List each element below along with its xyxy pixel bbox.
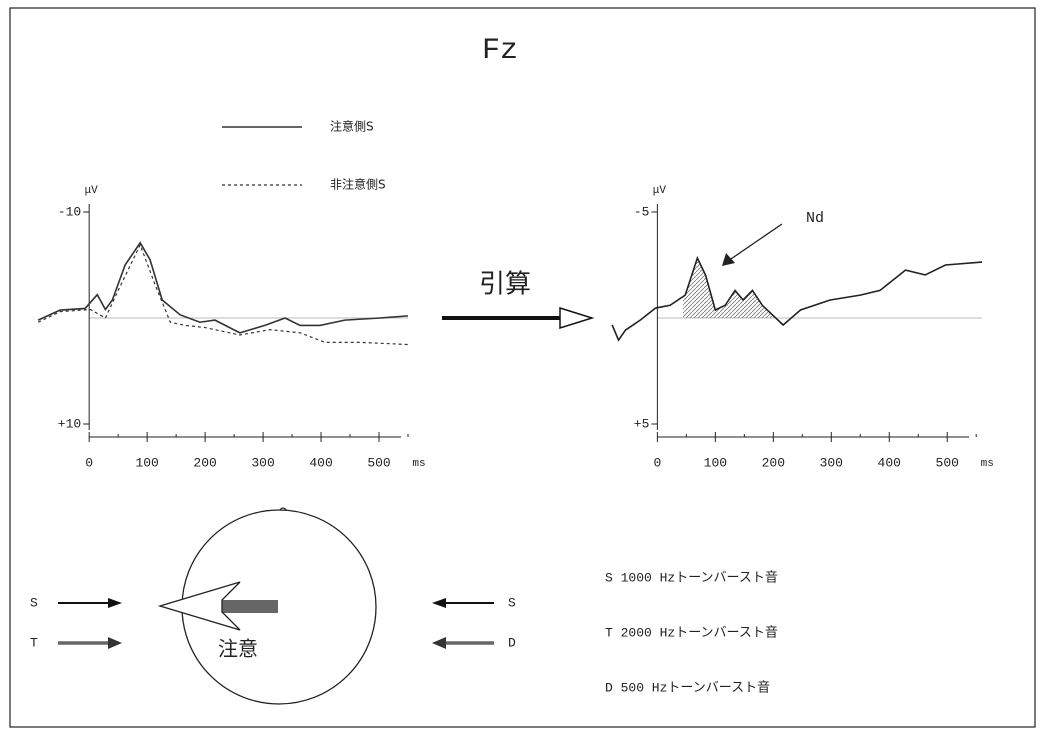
- legend-label: 注意側S: [330, 119, 374, 134]
- input-arrow-head: [108, 637, 122, 649]
- y-axis-label: μV: [653, 185, 667, 197]
- annotation: Nd: [806, 210, 824, 227]
- line: [38, 245, 408, 345]
- x-tick-label: 200: [762, 455, 785, 470]
- x-tick-label: 100: [704, 455, 727, 470]
- input-arrow-head: [432, 598, 446, 608]
- right-label: D: [508, 635, 516, 650]
- x-tick-label: 400: [309, 455, 332, 470]
- x-axis-label: ms: [412, 458, 425, 470]
- line: [38, 243, 408, 333]
- x-axis-label: ms: [981, 458, 994, 470]
- attention-bar: [218, 600, 278, 613]
- x-tick-label: 400: [878, 455, 901, 470]
- x-tick-label: 100: [135, 455, 158, 470]
- figure-title: Fz: [482, 34, 518, 68]
- annotation-arrow: [728, 224, 782, 261]
- annotation-arrow-head: [722, 253, 735, 266]
- x-tick-label: 0: [653, 455, 661, 470]
- y-tick-label: +10: [58, 416, 81, 431]
- legend-label: 非注意側S: [330, 177, 386, 192]
- y-tick-label: -5: [634, 204, 650, 219]
- stimulus-key: S 1000 Hzトーンバースト音: [605, 569, 778, 585]
- input-arrow-head: [108, 598, 122, 608]
- frame: [10, 8, 1035, 727]
- figure: Fz 引算 注意 S T S D S 1000 Hzトーンバースト音 T 200…: [0, 0, 1046, 735]
- left-label: T: [30, 635, 38, 650]
- y-tick-label: +5: [634, 416, 650, 431]
- stimulus-key: D 500 Hzトーンバースト音: [605, 679, 770, 695]
- x-tick-label: 500: [367, 455, 390, 470]
- left-label: S: [30, 595, 38, 610]
- x-tick-label: 300: [251, 455, 274, 470]
- attention-label: 注意: [218, 637, 258, 661]
- input-arrow-head: [432, 637, 446, 649]
- subtract-arrow-head: [560, 308, 592, 328]
- nd-shade: [612, 258, 982, 340]
- subtract-label: 引算: [479, 270, 531, 300]
- right-label: S: [508, 595, 516, 610]
- stimulus-key: T 2000 Hzトーンバースト音: [605, 624, 778, 640]
- x-tick-label: 300: [820, 455, 843, 470]
- head-diagram: 注意 S T S D: [30, 508, 516, 704]
- line: [612, 258, 982, 340]
- y-axis-label: μV: [85, 185, 99, 197]
- page: {"title": "Fz", "chart_data": [ {"type":…: [0, 0, 1046, 735]
- x-tick-label: 500: [936, 455, 959, 470]
- x-tick-label: 0: [85, 455, 93, 470]
- x-tick-label: 200: [193, 455, 216, 470]
- y-tick-label: -10: [58, 204, 81, 219]
